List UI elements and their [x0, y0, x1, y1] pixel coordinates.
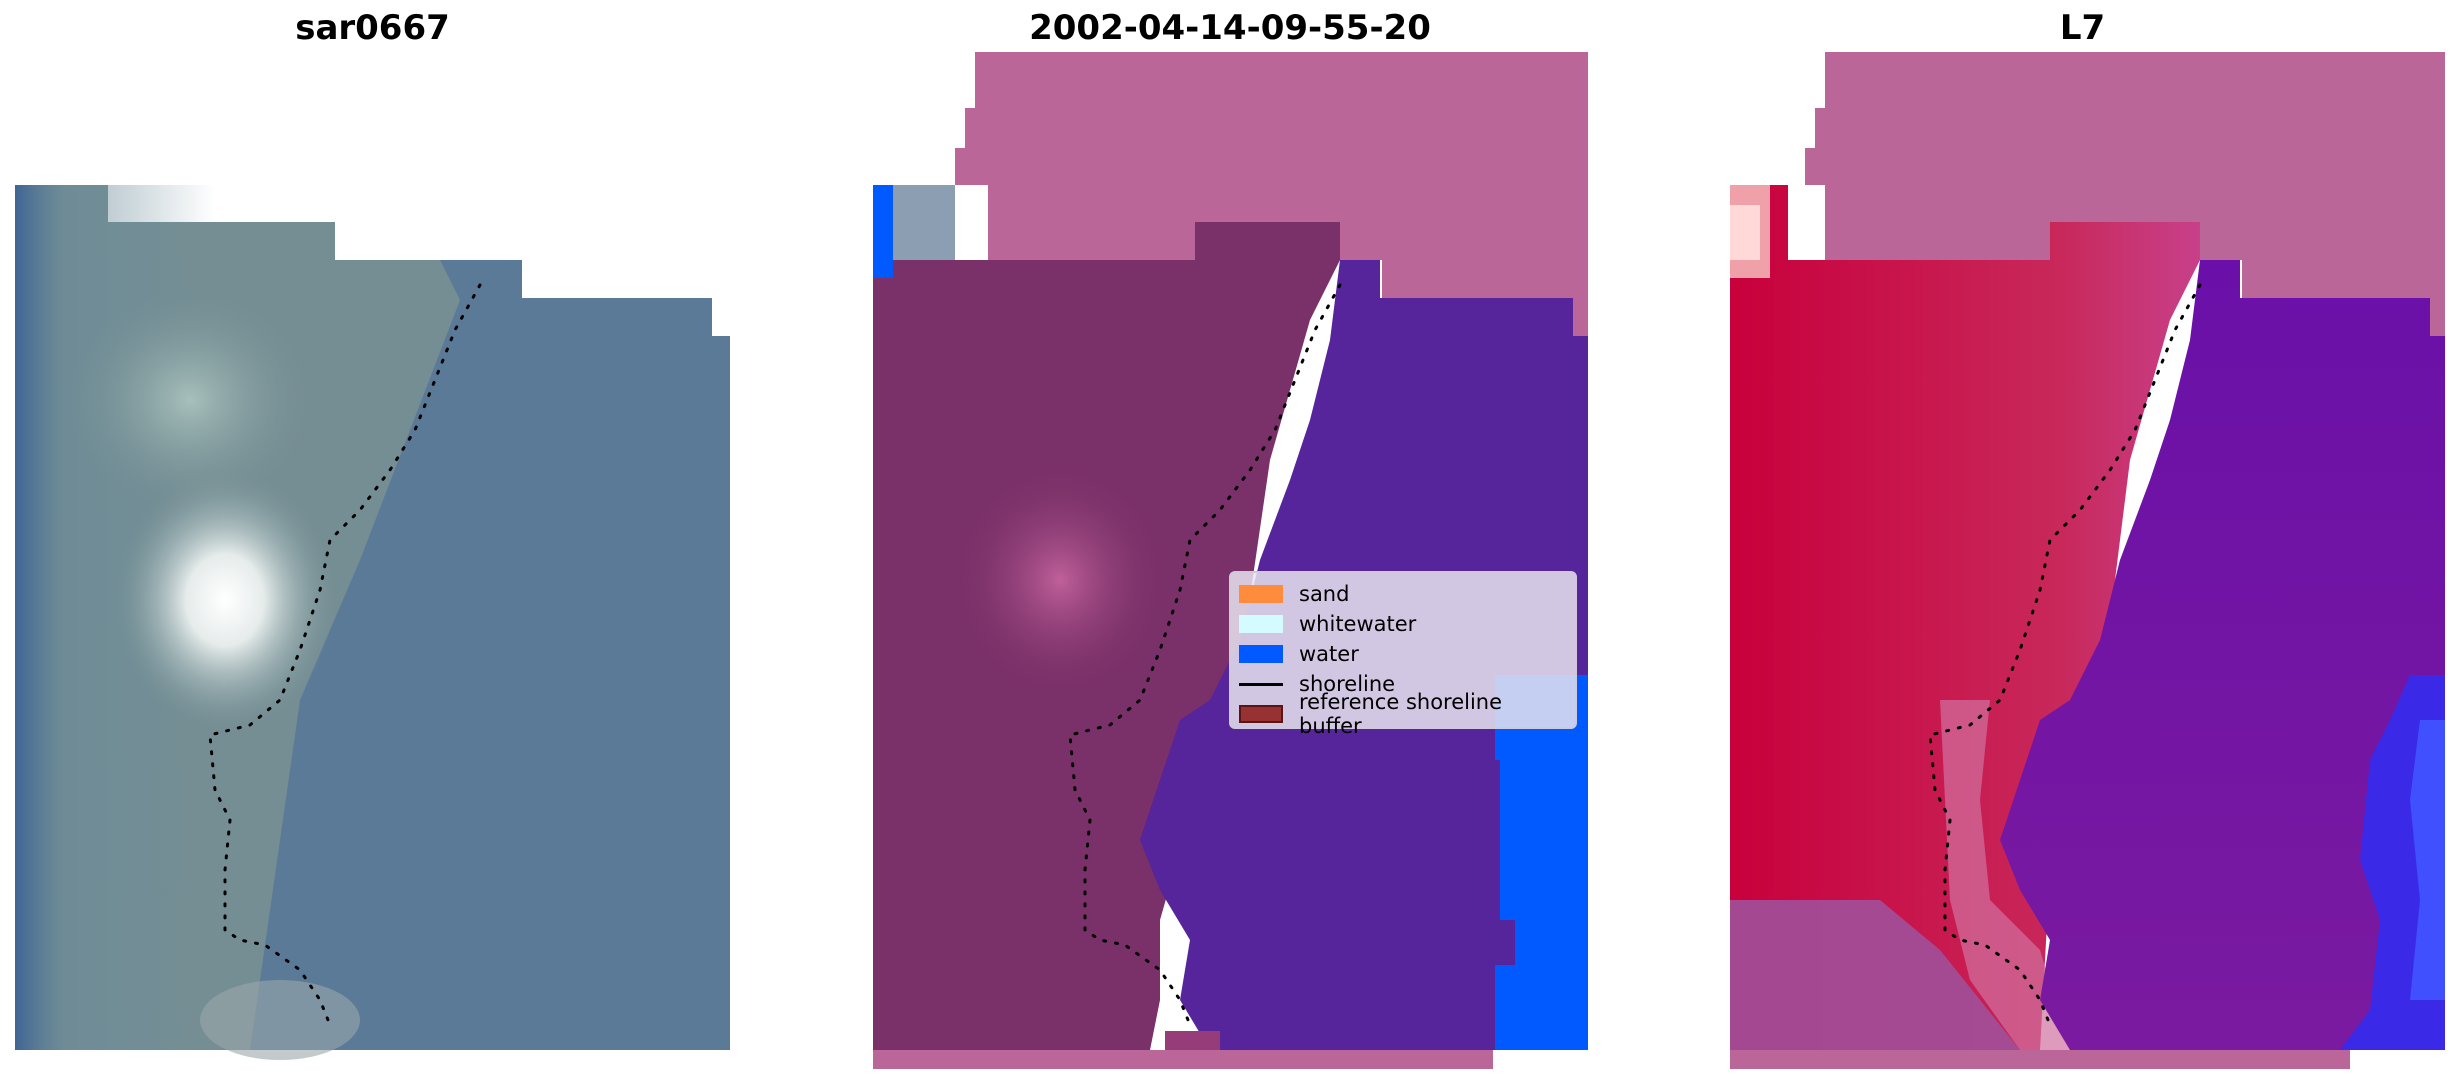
upper-buffer-region: [1805, 52, 2445, 336]
panel-index-image: L7: [1720, 0, 2460, 1084]
shoreline-line: [1068, 283, 1342, 1027]
legend-item-sand: sand: [1239, 579, 1567, 609]
legend-item-reference-buffer: reference shoreline buffer: [1239, 690, 1567, 738]
legend-label: whitewater: [1299, 612, 1417, 636]
legend-item-water: water: [1239, 639, 1567, 669]
shoreline-line: [1928, 283, 2202, 1027]
sand-swatch: [1239, 585, 1283, 603]
panel-title: 2002-04-14-09-55-20: [1029, 8, 1431, 48]
panel-title: sar0667: [295, 8, 450, 48]
water-swatch: [1239, 645, 1283, 663]
land-index-region: [2000, 260, 2445, 1050]
legend-label: water: [1299, 642, 1359, 666]
legend-item-whitewater: whitewater: [1239, 609, 1567, 639]
legend: sand whitewater water shoreline referenc…: [1229, 571, 1577, 738]
legend-label: reference shoreline buffer: [1299, 690, 1503, 738]
panel-title: L7: [2059, 8, 2106, 48]
reference-buffer-region: [955, 52, 1588, 336]
shoreline-swatch: [1239, 682, 1283, 686]
classified-image: [873, 52, 1588, 1069]
rgb-satellite-image: [15, 185, 730, 1060]
shoreline-line: [208, 283, 482, 1027]
water-region: [873, 185, 893, 278]
index-image: [1730, 52, 2445, 1069]
reference-buffer-swatch: [1239, 705, 1283, 723]
panel-classification: 2002-04-14-09-55-20: [860, 0, 1610, 1084]
legend-label: sand: [1299, 582, 1350, 606]
legend-item-shoreline: shoreline: [1239, 669, 1567, 699]
whitewater-swatch: [1239, 615, 1283, 633]
panel-rgb-image: sar0667: [0, 0, 750, 1084]
legend-label: shoreline: [1299, 672, 1396, 696]
